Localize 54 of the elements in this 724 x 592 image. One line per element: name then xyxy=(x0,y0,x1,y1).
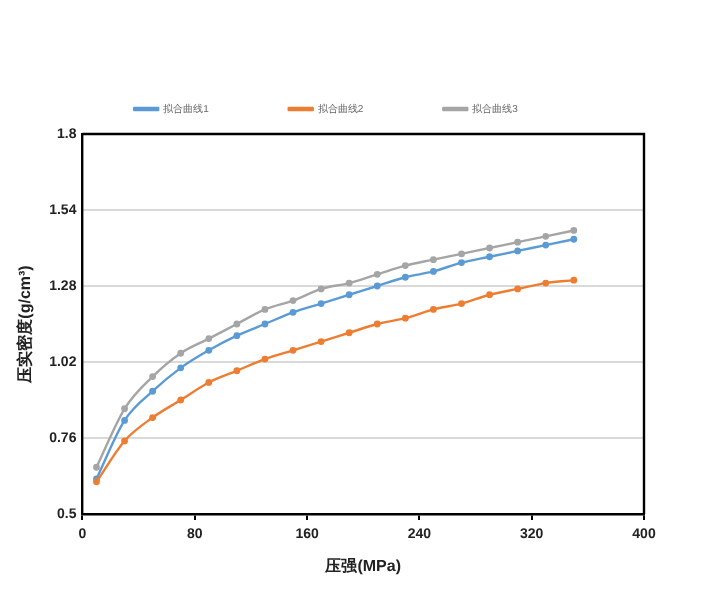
point xyxy=(233,332,241,340)
point xyxy=(317,285,325,293)
point xyxy=(430,267,437,275)
point xyxy=(373,270,381,278)
point xyxy=(458,259,465,267)
point xyxy=(570,235,578,243)
point xyxy=(373,320,381,328)
point xyxy=(177,396,185,404)
point xyxy=(514,247,522,255)
point xyxy=(317,300,325,307)
point xyxy=(121,417,128,424)
point xyxy=(261,320,269,328)
point xyxy=(542,241,550,249)
point xyxy=(149,387,157,395)
point xyxy=(514,285,522,293)
point xyxy=(121,405,128,413)
point xyxy=(289,297,297,305)
point xyxy=(345,291,353,299)
point xyxy=(345,329,353,337)
point xyxy=(177,364,185,372)
point xyxy=(233,367,241,375)
point xyxy=(486,244,493,252)
point xyxy=(458,250,465,258)
x-axis-title: 压强(MPa) xyxy=(323,556,402,575)
point xyxy=(486,291,493,299)
point xyxy=(486,253,493,261)
point xyxy=(458,300,465,307)
point xyxy=(205,346,213,354)
point xyxy=(177,349,185,357)
point xyxy=(570,227,578,234)
point xyxy=(289,346,297,354)
point xyxy=(149,414,157,421)
point xyxy=(121,437,128,445)
point xyxy=(570,276,578,284)
point xyxy=(401,262,409,269)
point xyxy=(514,238,522,246)
point xyxy=(93,463,100,471)
point xyxy=(261,305,269,313)
point xyxy=(261,355,269,363)
point xyxy=(430,305,437,313)
point xyxy=(317,338,325,345)
y-axis-title: 压实密度(g/cm³) xyxy=(14,264,35,385)
point xyxy=(289,308,297,316)
point xyxy=(149,373,157,381)
point xyxy=(542,232,550,240)
point xyxy=(430,256,437,264)
point xyxy=(233,320,241,328)
point xyxy=(373,282,381,290)
point xyxy=(205,379,213,386)
point xyxy=(401,273,409,281)
point xyxy=(345,279,353,287)
point xyxy=(401,314,409,322)
point xyxy=(542,279,550,287)
point xyxy=(205,335,213,343)
